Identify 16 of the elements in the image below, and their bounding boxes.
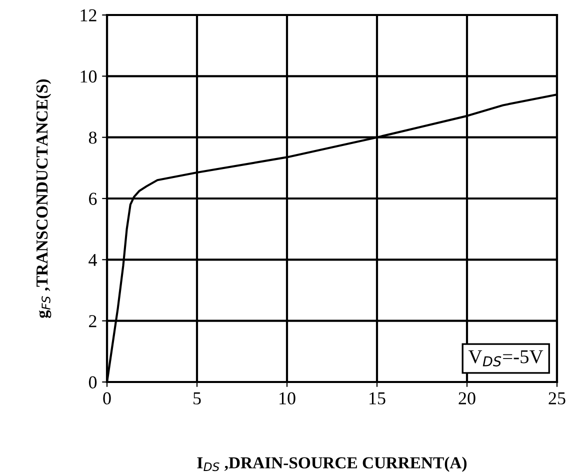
y-tick-label: 8 [88,132,97,144]
x-tick-label: 25 [548,392,566,404]
x-tick-label: 20 [458,392,476,404]
x-axis-title: I$_{DS}$ ,DRAIN-SOURCE CURRENT(A) [197,456,467,472]
annotation: V$_{DS}$=-5V [468,350,544,366]
x-tick-label: 0 [103,392,111,404]
y-tick-label: 0 [88,376,97,388]
y-tick-label: 6 [89,192,97,205]
y-tick-label: 2 [89,315,96,328]
y-tick-label: 4 [88,254,97,266]
x-tick-label: 5 [194,392,201,404]
y-tick-label: 12 [80,9,96,22]
x-tick-label: 15 [370,392,386,404]
x-tick-label: 10 [280,392,296,404]
y-axis-title: g$_{FS}$ ,TRANSCONDUCTANCE(S) [36,79,52,318]
y-tick-label: 10 [80,70,97,83]
